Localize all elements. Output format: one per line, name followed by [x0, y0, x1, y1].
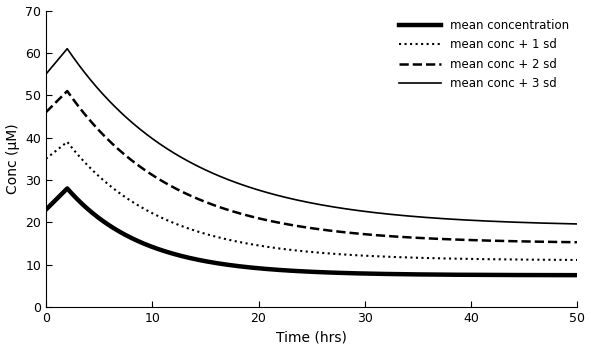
- Legend: mean concentration, mean conc + 1 sd, mean conc + 2 sd, mean conc + 3 sd: mean concentration, mean conc + 1 sd, me…: [395, 14, 574, 95]
- X-axis label: Time (hrs): Time (hrs): [276, 330, 347, 344]
- Y-axis label: Conc (μM): Conc (μM): [5, 124, 20, 194]
